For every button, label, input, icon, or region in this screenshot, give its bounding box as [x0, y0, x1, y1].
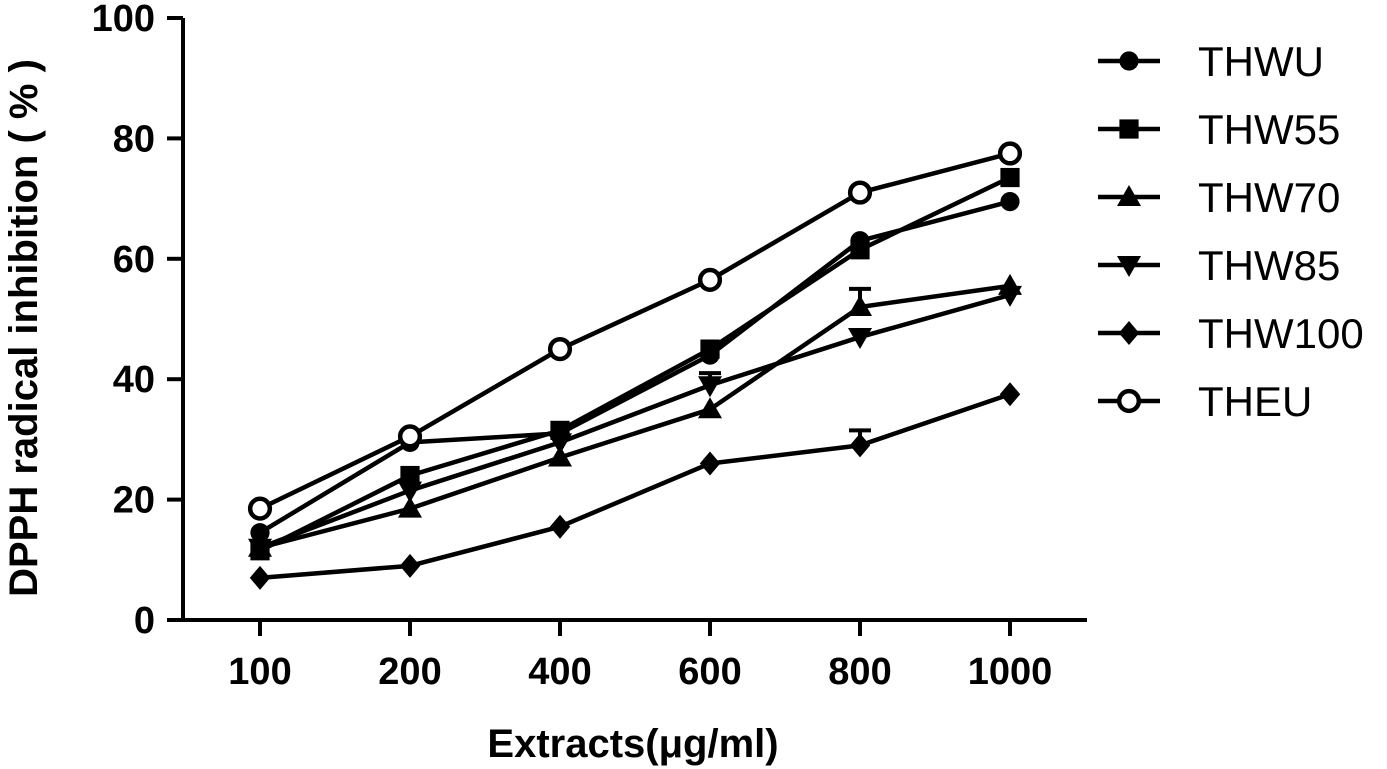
data-point-thw85	[248, 538, 272, 560]
data-point-thw55	[1000, 167, 1020, 188]
data-point-theu	[997, 141, 1023, 166]
series-theu	[247, 141, 1023, 521]
legend-label-theu: THEU	[1198, 378, 1312, 425]
x-tick-label: 600	[678, 651, 741, 693]
legend-item-theu: THEU	[1098, 378, 1312, 425]
data-point-thw100	[549, 514, 571, 539]
legend-item-thw70: THW70	[1098, 174, 1340, 221]
series-line-thwu	[258, 199, 1011, 535]
legend-item-thw100: THW100	[1098, 310, 1364, 357]
data-point-thw100	[399, 553, 421, 578]
legend-label-thwu: THWU	[1198, 38, 1324, 85]
data-point-thw85	[398, 481, 422, 503]
legend-item-thw55: THW55	[1098, 106, 1340, 153]
y-tick-label: 20	[113, 480, 155, 522]
legend-marker-thw55	[1119, 119, 1139, 139]
data-point-thw85	[548, 433, 572, 455]
data-point-thw100	[849, 433, 871, 458]
data-point-thw55	[850, 240, 870, 260]
series-thw100	[249, 382, 1021, 590]
legend-marker-thw100	[1118, 321, 1140, 345]
axes: 0 20 40 60 80 100 100 200 400 600 800 1000	[92, 0, 1087, 693]
data-point-theu	[847, 180, 873, 205]
data-point-thwu	[250, 523, 270, 543]
series-line-thw85	[259, 292, 1011, 550]
data-point-thw100	[999, 382, 1021, 407]
series-thw85	[248, 285, 1022, 560]
data-point-theu	[697, 267, 723, 292]
data-point-thw55	[400, 465, 420, 486]
data-point-thwu	[1000, 192, 1020, 212]
series-line-thw100	[259, 392, 1011, 581]
series-thw55	[250, 167, 1020, 561]
series-layer	[247, 141, 1023, 590]
legend-marker-thwu	[1119, 51, 1139, 71]
x-axis-title: Extracts(μg/ml)	[487, 722, 778, 766]
x-tick-label: 800	[828, 651, 891, 693]
data-point-thw100	[699, 451, 721, 476]
series-line-thw70	[259, 283, 1011, 550]
data-point-thw85	[998, 285, 1022, 307]
series-line-thw55	[258, 175, 1011, 553]
series-thwu	[250, 192, 1020, 543]
legend-marker-thw85	[1117, 256, 1141, 277]
legend-marker-thw70	[1117, 185, 1141, 206]
data-point-thw70	[398, 496, 422, 518]
y-tick-label: 80	[113, 118, 155, 160]
series-thw70	[248, 273, 1022, 557]
legend-item-thw85: THW85	[1098, 242, 1340, 289]
data-point-thw100	[249, 565, 271, 590]
x-tick-label: 1000	[968, 651, 1053, 693]
legend-label-thw70: THW70	[1198, 174, 1340, 221]
y-tick-label: 60	[113, 239, 155, 281]
x-tick-label: 100	[228, 651, 291, 693]
y-tick-label: 100	[92, 0, 155, 40]
y-tick-label: 0	[134, 600, 155, 642]
data-point-thw85	[848, 328, 872, 350]
x-tick-label: 200	[378, 651, 441, 693]
data-point-thw70	[848, 294, 872, 316]
y-tick-label: 40	[113, 359, 155, 401]
data-point-thw70	[698, 397, 722, 419]
data-point-theu	[547, 337, 573, 362]
legend-label-thw85: THW85	[1198, 242, 1340, 289]
data-point-thw85	[698, 376, 722, 398]
legend-item-thwu: THWU	[1098, 38, 1324, 85]
legend: THWU THW55 THW70 THW85 THW100 THEU	[1098, 38, 1364, 425]
legend-label-thw100: THW100	[1198, 310, 1364, 357]
data-point-thw70	[548, 445, 572, 467]
legend-label-thw55: THW55	[1198, 106, 1340, 153]
legend-marker-theu	[1116, 388, 1142, 414]
data-point-theu	[397, 424, 423, 449]
x-tick-label: 400	[528, 651, 591, 693]
y-axis-title: DPPH radical inhibition ( % )	[2, 59, 46, 597]
data-point-thw55	[700, 339, 720, 359]
series-line-theu	[259, 151, 1011, 511]
data-point-theu	[247, 496, 273, 521]
